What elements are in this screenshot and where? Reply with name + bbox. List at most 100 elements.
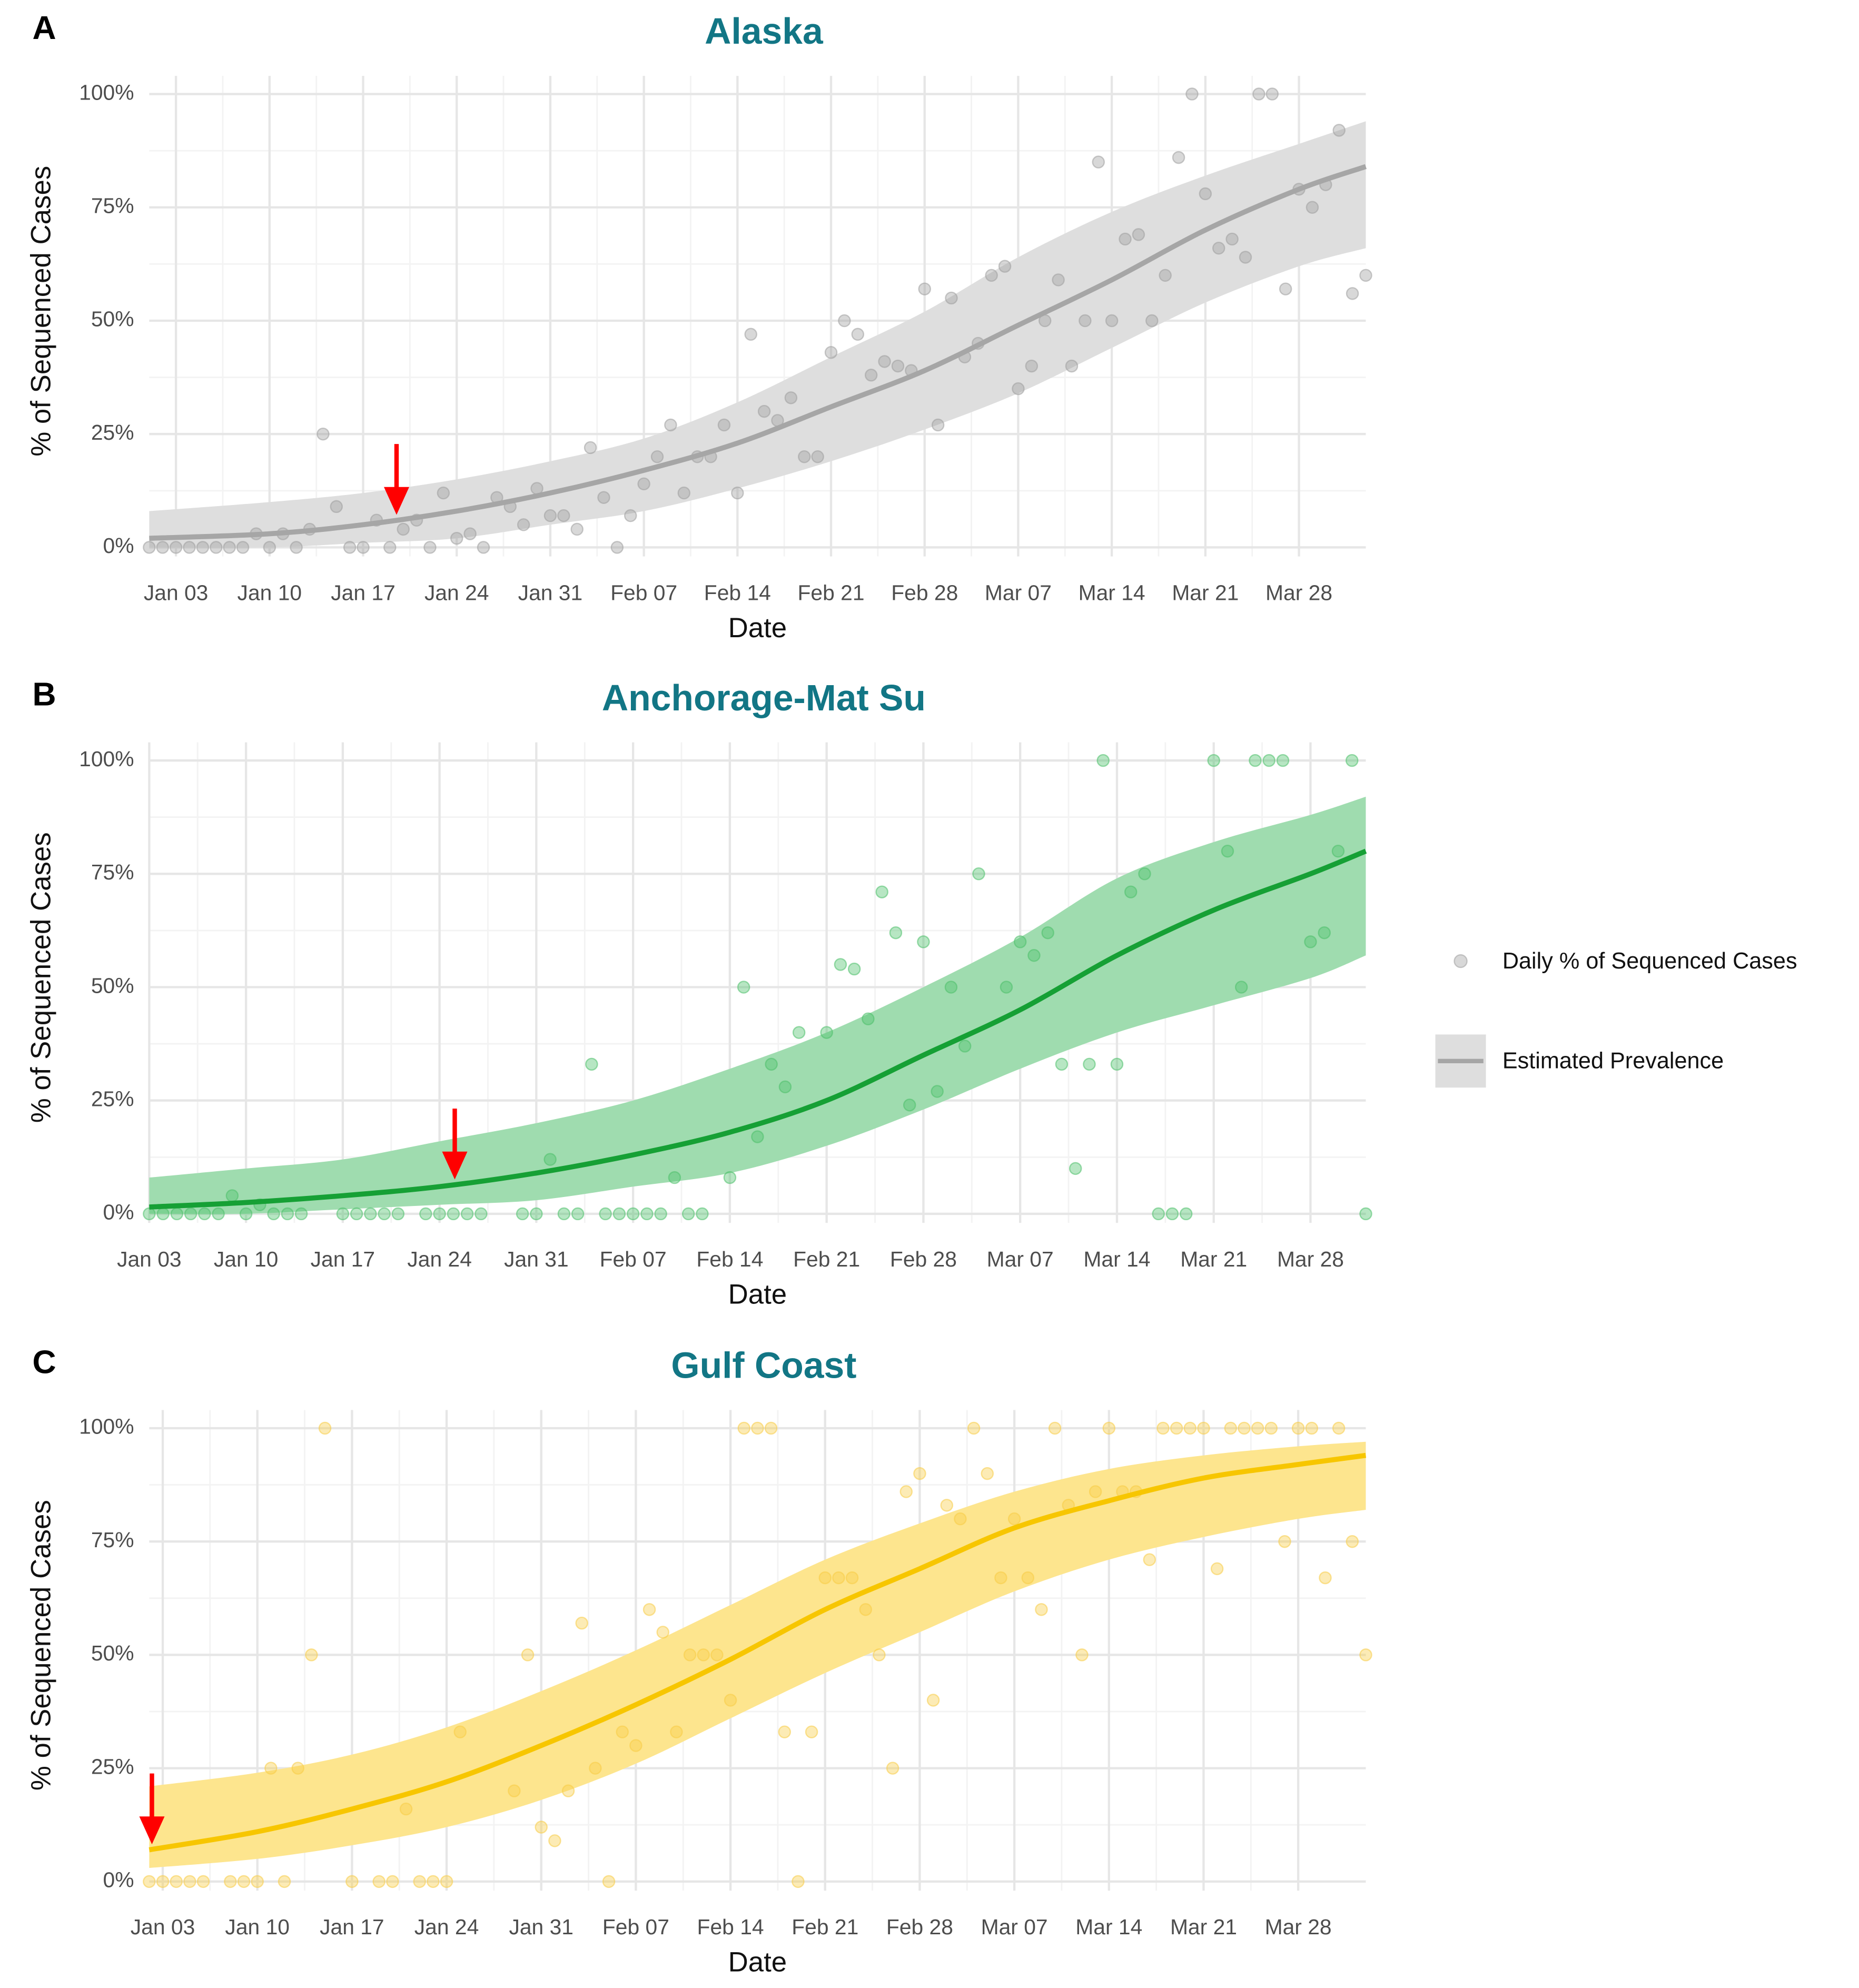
x-tick-label: Jan 03 [117, 1247, 182, 1271]
data-point [196, 1875, 210, 1888]
data-point [548, 1834, 561, 1847]
data-point [212, 1207, 225, 1221]
data-point [670, 1725, 683, 1739]
data-point [656, 1626, 669, 1639]
data-point [792, 1875, 805, 1888]
data-point [1089, 1485, 1102, 1498]
legend-label: Daily % of Sequenced Cases [1502, 948, 1797, 974]
x-tick-label: Feb 07 [602, 1915, 669, 1939]
data-point [433, 1207, 446, 1221]
data-point [318, 1421, 332, 1435]
data-point [751, 1421, 764, 1435]
data-point [859, 1603, 873, 1616]
x-tick-label: Feb 07 [600, 1247, 667, 1271]
y-tick-label: 0% [103, 533, 134, 558]
data-point [967, 1421, 981, 1435]
data-point [453, 1725, 467, 1739]
data-point [886, 1762, 899, 1775]
data-point [1359, 269, 1372, 282]
data-point [585, 1057, 598, 1071]
arrow-head [383, 487, 410, 515]
y-tick-label: 25% [91, 420, 134, 444]
data-point [1013, 935, 1027, 948]
data-point [1172, 151, 1185, 164]
data-point [1210, 1562, 1224, 1576]
data-point [818, 1571, 832, 1585]
x-tick-label: Jan 10 [238, 580, 302, 605]
data-point [184, 1207, 197, 1221]
data-point [460, 1207, 474, 1221]
data-point [697, 1648, 710, 1661]
x-tick-label: Mar 07 [985, 580, 1052, 605]
y-tick-label: 50% [91, 307, 134, 331]
x-tick-label: Mar 07 [987, 1247, 1054, 1271]
data-point [1199, 187, 1212, 201]
data-point [851, 328, 865, 341]
x-tick-label: Mar 28 [1265, 580, 1332, 605]
data-point [820, 1026, 833, 1039]
data-point [1359, 1207, 1372, 1221]
data-point [386, 1875, 399, 1888]
data-point [994, 1571, 1007, 1585]
confidence-band [149, 796, 1366, 1214]
data-point [764, 1421, 778, 1435]
data-point [1185, 87, 1199, 101]
data-point [1069, 1162, 1082, 1175]
data-point [397, 522, 410, 536]
data-point [899, 1485, 913, 1498]
data-point [602, 1875, 616, 1888]
panel: 0% 25% 50% 75% 100% Jan 03 Jan 10 Jan 17 Jan 24 J… [26, 9, 1372, 644]
data-point [169, 541, 183, 554]
data-point [1197, 1421, 1210, 1435]
data-point [642, 1603, 656, 1616]
x-tick-label: Mar 14 [1083, 1247, 1150, 1271]
legend-label: Estimated Prevalence [1502, 1049, 1724, 1074]
x-tick-label: Jan 31 [509, 1915, 573, 1939]
data-point [737, 981, 750, 994]
data-point [1075, 1648, 1089, 1661]
y-tick-label: 100% [79, 747, 134, 771]
data-point [391, 1207, 405, 1221]
data-point [626, 1207, 640, 1221]
panel: 0% 25% 50% 75% 100% Jan 03 Jan 10 Jan 17 Jan 24 J… [26, 676, 1372, 1310]
data-point [1318, 926, 1331, 939]
x-tick-label: Mar 21 [1180, 1247, 1247, 1271]
data-point [156, 541, 169, 554]
data-point [530, 1207, 543, 1221]
data-point [917, 935, 930, 948]
y-tick-label: 100% [79, 80, 134, 104]
data-point [561, 1784, 575, 1797]
data-point [210, 541, 223, 554]
data-point [372, 1875, 385, 1888]
data-point [610, 541, 624, 554]
data-point [1145, 314, 1159, 328]
data-point [1124, 885, 1138, 898]
fit-line [149, 164, 1367, 541]
data-point [535, 1821, 548, 1834]
data-point [765, 1057, 778, 1071]
data-point [681, 1207, 695, 1221]
data-point [1265, 87, 1279, 101]
data-point [1052, 273, 1065, 286]
y-axis-label: % of Sequenced Cases [26, 832, 57, 1123]
data-point [875, 885, 888, 898]
data-point [156, 1875, 170, 1888]
data-point [1025, 359, 1039, 373]
data-point [1221, 844, 1234, 858]
data-point [1156, 1421, 1170, 1435]
chart-title: Gulf Coast [671, 1345, 856, 1386]
data-point [305, 1648, 318, 1661]
fit-line [149, 848, 1367, 1210]
data-point [1225, 232, 1239, 246]
x-tick-label: Feb 21 [792, 1915, 858, 1939]
data-point [225, 1189, 239, 1202]
x-axis-label: Date [728, 612, 787, 644]
data-point [1251, 1421, 1264, 1435]
data-point [423, 541, 437, 554]
data-point [834, 958, 847, 971]
data-point [873, 1648, 886, 1661]
x-tick-label: Jan 24 [424, 580, 489, 605]
data-point [281, 1207, 294, 1221]
data-point [1035, 1603, 1048, 1616]
data-point [1152, 1207, 1165, 1221]
